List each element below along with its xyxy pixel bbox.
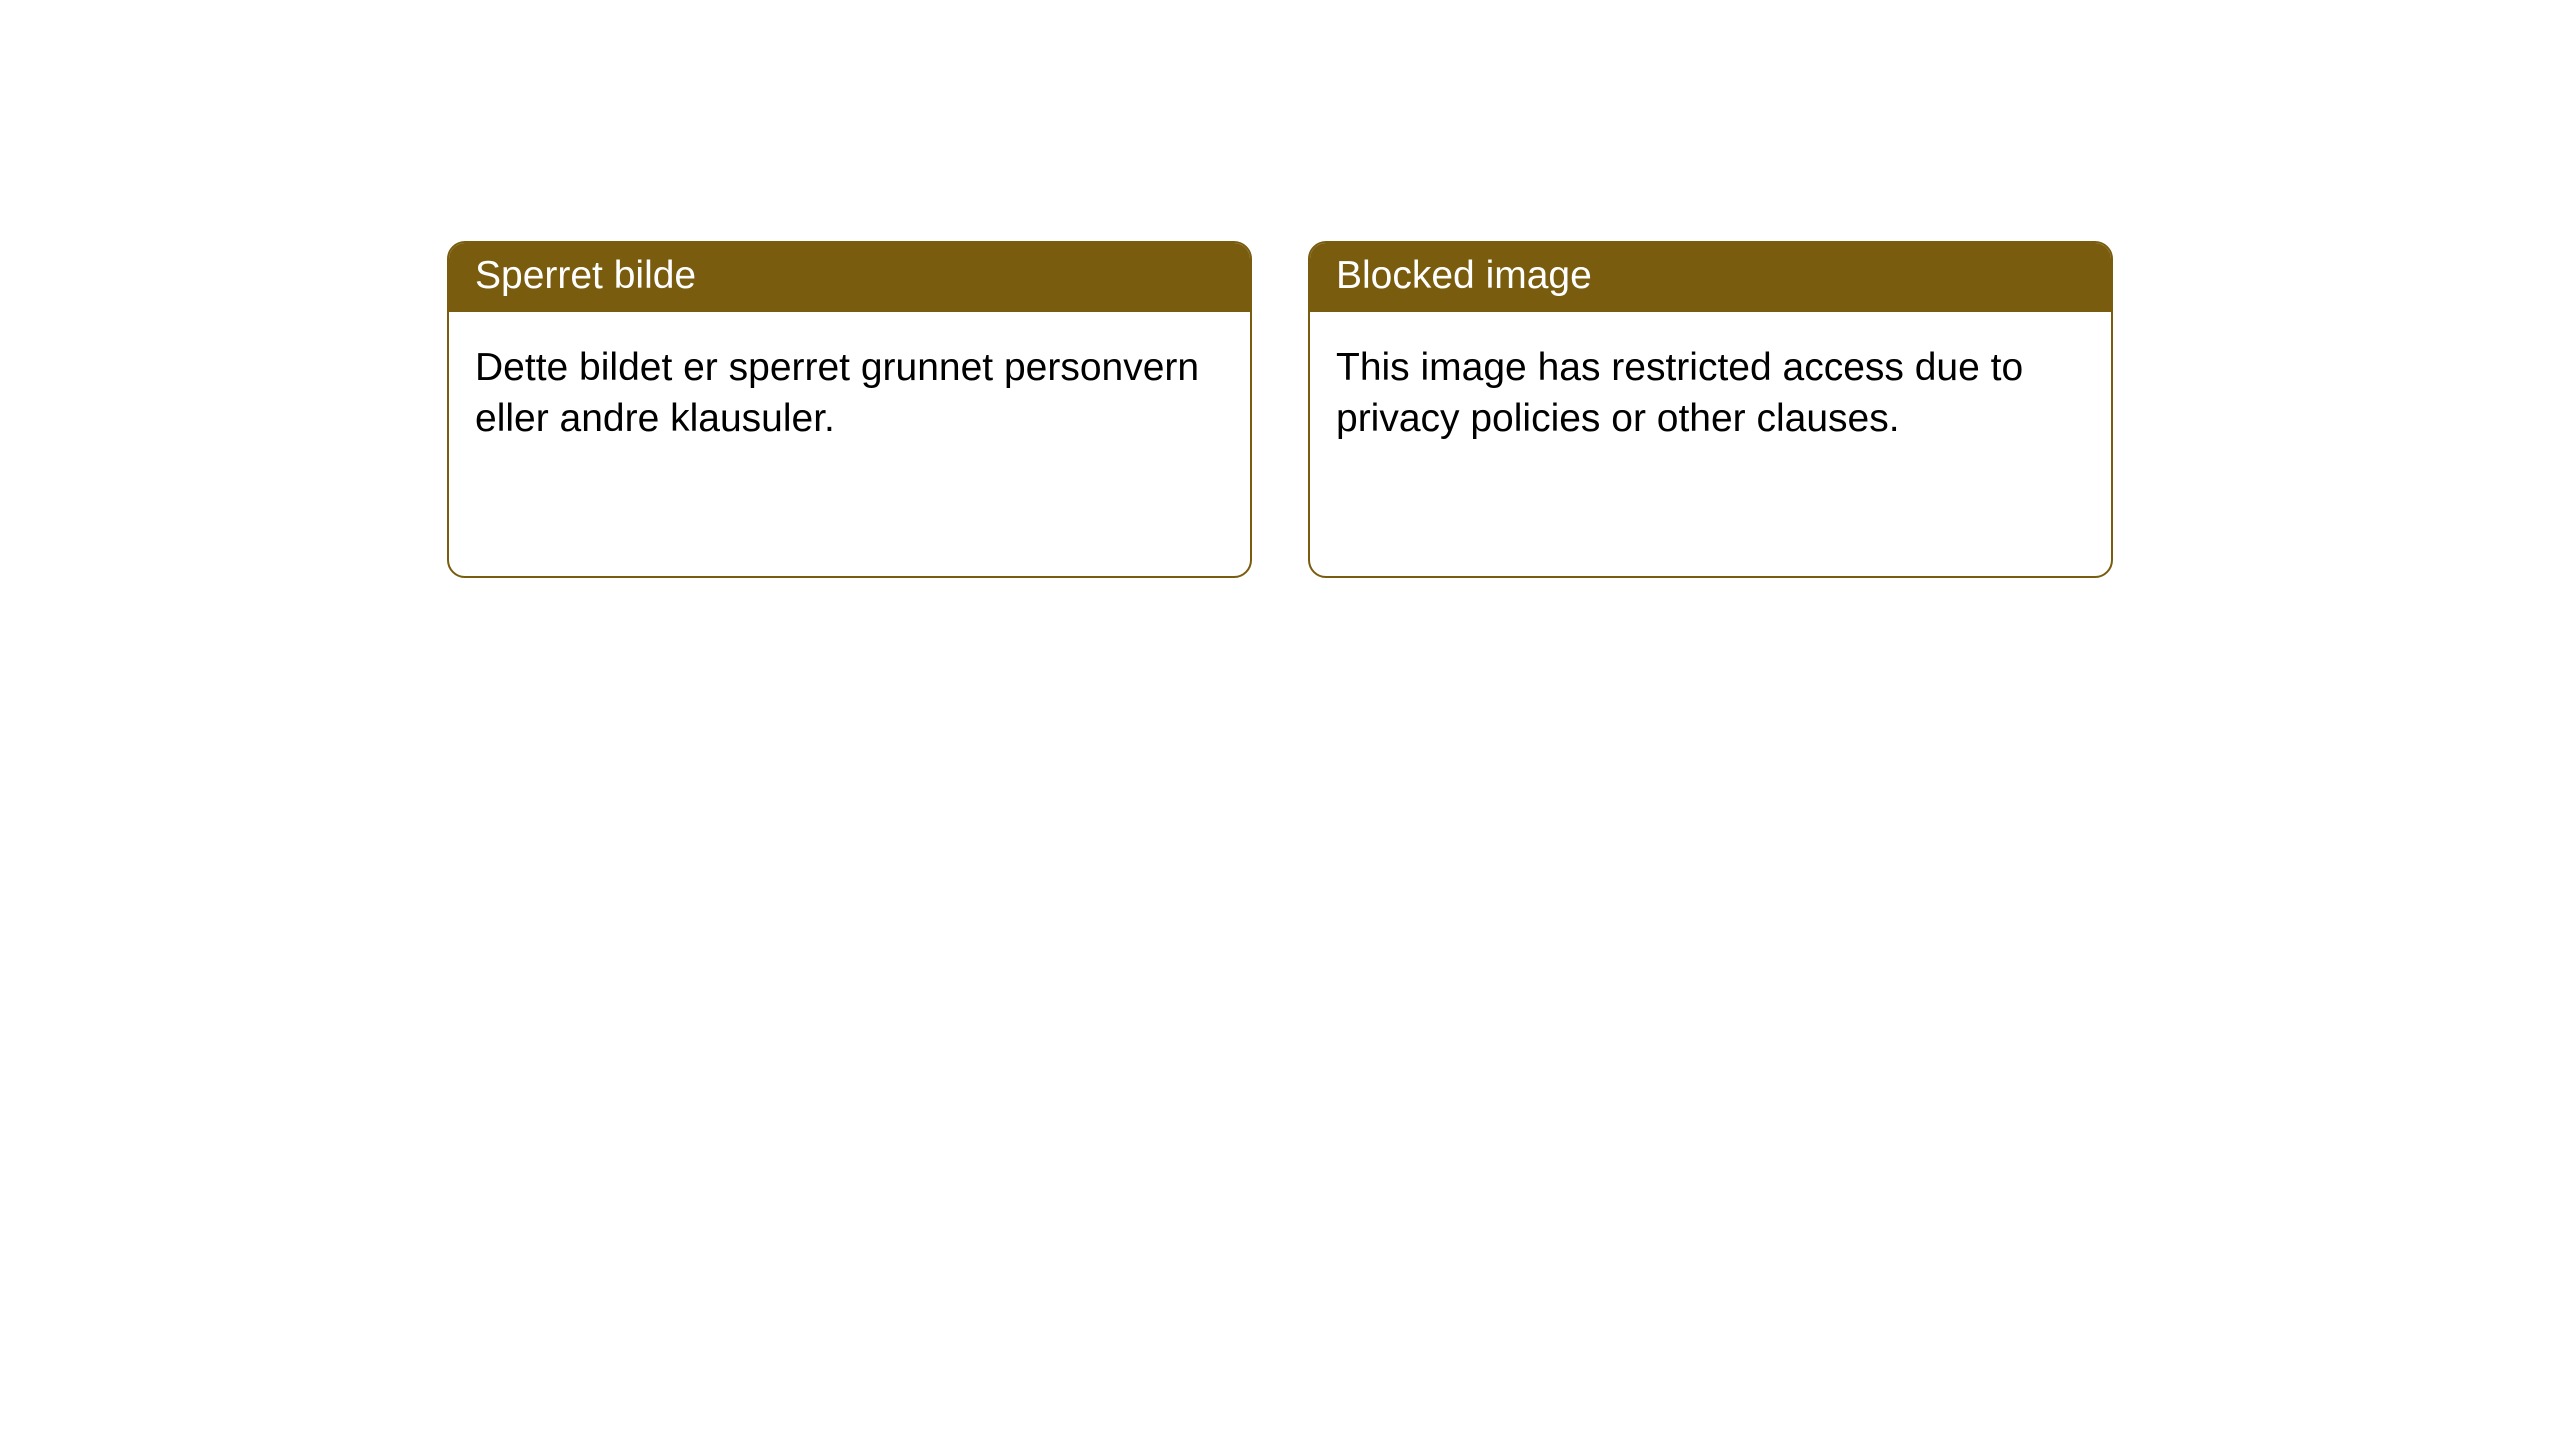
notice-card-norwegian: Sperret bilde Dette bildet er sperret gr… [447,241,1252,578]
notice-header-english: Blocked image [1310,243,2111,312]
notice-card-english: Blocked image This image has restricted … [1308,241,2113,578]
notice-body-norwegian: Dette bildet er sperret grunnet personve… [449,312,1250,475]
notice-container: Sperret bilde Dette bildet er sperret gr… [0,0,2560,578]
notice-body-english: This image has restricted access due to … [1310,312,2111,475]
notice-header-norwegian: Sperret bilde [449,243,1250,312]
